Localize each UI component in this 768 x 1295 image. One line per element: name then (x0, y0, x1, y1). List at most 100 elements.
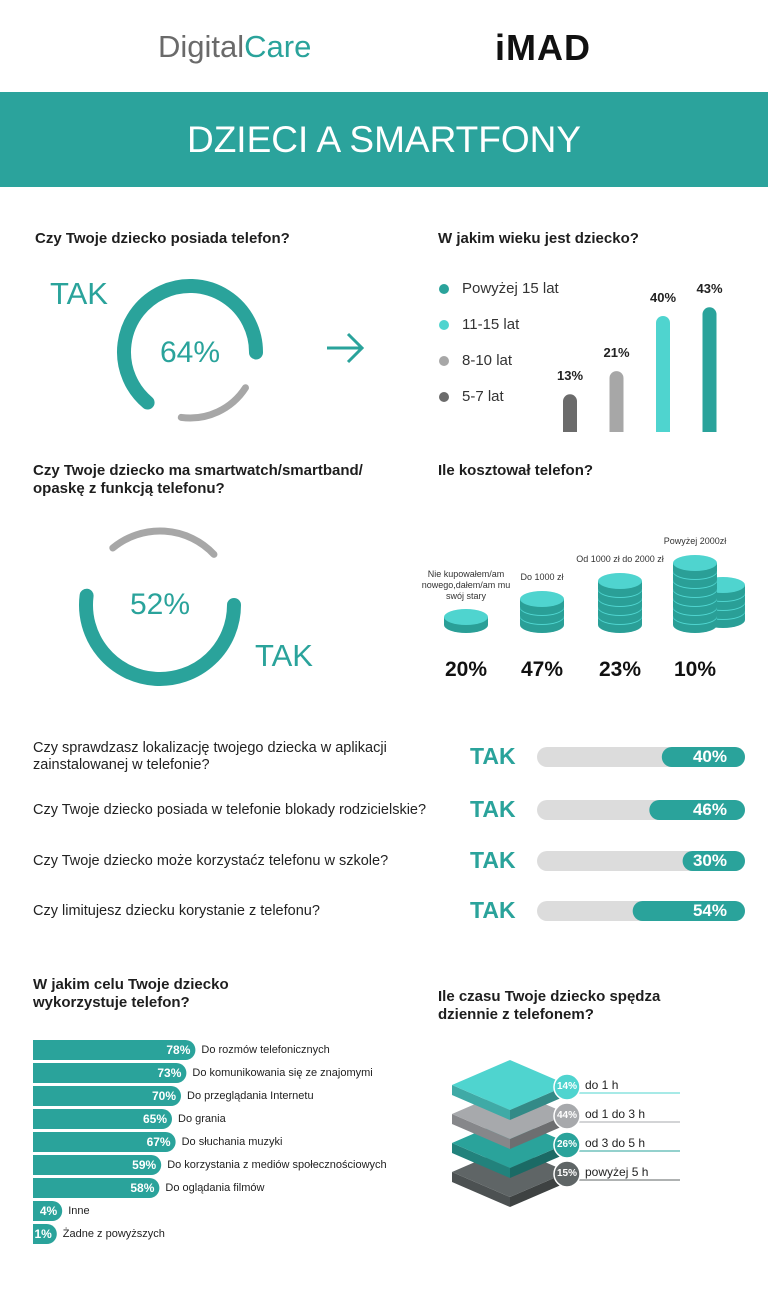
legend-label: 5-7 lat (462, 388, 504, 405)
bar (563, 394, 577, 432)
check-bar (649, 800, 745, 820)
question: W jakim celu Twoje dziecko wykorzystuje … (33, 976, 229, 1011)
time-dot (553, 1073, 581, 1101)
question: Ile czasu Twoje dziecko spędza dziennie … (438, 988, 661, 1023)
check-value: 30% (692, 851, 727, 870)
purpose-label: Do korzystania z mediów społecznościowyc… (167, 1159, 387, 1171)
check-answer: TAK (470, 897, 516, 923)
check-question: Czy Twoje dziecko posiada w telefonie bl… (33, 801, 427, 818)
time-value: 14% (556, 1081, 577, 1092)
legend-label: 11-15 lat (462, 316, 520, 333)
layer-side (452, 1143, 510, 1178)
check-answer: TAK (470, 847, 516, 873)
purpose-value: 78% (166, 1043, 191, 1057)
purpose-value: 67% (146, 1135, 171, 1149)
logo: DigitalCare (158, 28, 311, 65)
layer-side (510, 1143, 568, 1178)
layer-side (452, 1172, 510, 1207)
logo-part: Care (244, 29, 312, 64)
time-label: od 3 do 5 h (585, 1136, 646, 1150)
ring-arc (79, 588, 241, 686)
purpose-label: Do słuchania muzyki (181, 1136, 283, 1148)
purpose-bar (33, 1201, 63, 1221)
answer: TAK (255, 638, 313, 673)
check-answer: TAK (470, 796, 516, 822)
coin (598, 573, 642, 589)
purpose-bar (33, 1040, 196, 1060)
coin (520, 591, 564, 607)
layer-side (510, 1085, 568, 1120)
purpose-label: Inne (68, 1205, 90, 1217)
time-label: od 1 do 3 h (585, 1107, 646, 1121)
check-answer: TAK (470, 743, 516, 769)
layer-side (452, 1085, 510, 1120)
time-label: powyżej 5 h (585, 1165, 649, 1179)
time-dot (553, 1131, 581, 1159)
purpose-label: Do przeglądania Internetu (187, 1090, 314, 1102)
time-dot (553, 1102, 581, 1130)
logo-part: Digital (158, 29, 245, 64)
bar (609, 371, 624, 432)
check-value: 40% (692, 747, 727, 766)
purpose-bar (33, 1086, 181, 1106)
legend-dot (439, 356, 449, 366)
cost-label: Do 1000 zł (520, 572, 564, 582)
ring-rest (109, 527, 218, 558)
coin (673, 555, 717, 571)
purpose-bar (33, 1155, 162, 1175)
legend-label: 8-10 lat (462, 352, 513, 369)
time-label: do 1 h (585, 1078, 619, 1092)
check-value: 54% (692, 901, 727, 920)
purpose-bar (33, 1132, 176, 1152)
purpose-bar (33, 1063, 187, 1083)
purpose-value: 1% (34, 1227, 52, 1241)
check-question: Czy sprawdzasz lokalizację twojego dziec… (33, 739, 387, 773)
cost-label: Od 1000 zł do 2000 zł (576, 554, 664, 564)
answer: TAK (50, 276, 108, 311)
purpose-value: 58% (130, 1181, 155, 1195)
cost-value: 20% (444, 658, 488, 681)
purpose-bar (33, 1224, 57, 1244)
ring-label: 52% (129, 588, 191, 621)
purpose-value: 59% (132, 1158, 157, 1172)
time-value: 15% (556, 1168, 577, 1179)
cost-value: 10% (673, 658, 717, 681)
bar-label: 40% (649, 290, 677, 305)
cost-label: Powyżej 2000zł (663, 536, 727, 546)
time-value: 44% (556, 1110, 577, 1121)
check-question: Czy Twoje dziecko może korzystaćz telefo… (33, 852, 389, 869)
question: W jakim wieku jest dziecko? (438, 230, 639, 247)
ring-rest (177, 384, 249, 422)
time-value: 26% (556, 1139, 577, 1150)
question: Ile kosztował telefon? (438, 462, 594, 479)
legend-dot (439, 284, 449, 294)
layer-side (452, 1114, 510, 1149)
ring-label: 64% (159, 336, 221, 369)
purpose-label: Do oglądania filmów (165, 1182, 265, 1194)
check-question: Czy limitujesz dziecku korystanie z tele… (33, 902, 320, 919)
legend-label: Powyżej 15 lat (462, 280, 559, 297)
bar-label: 21% (603, 345, 630, 361)
page-title: DZIECI A SMARTFONY (186, 119, 582, 160)
cost-label: Nie kupowałem/am nowego,dałem/am mu swój… (421, 569, 511, 601)
bar (702, 307, 717, 432)
cost-value: 47% (520, 658, 564, 681)
legend-dot (439, 320, 449, 330)
check-value: 46% (692, 800, 727, 819)
purpose-bar (33, 1178, 160, 1198)
check-bar (682, 851, 745, 871)
question: Czy Twoje dziecko posiada telefon? (35, 230, 290, 247)
purpose-label: Do grania (178, 1113, 226, 1125)
purpose-label: Żadne z powyższych (62, 1228, 165, 1240)
legend-dot (439, 392, 449, 402)
ring-arc (117, 279, 263, 410)
arrow (327, 332, 365, 364)
time-dot (553, 1160, 581, 1188)
bar-label: 13% (556, 368, 584, 384)
check-bar (661, 747, 745, 767)
logo-imad: iMAD (495, 27, 591, 68)
question: Czy Twoje dziecko ma smartwatch/smartban… (33, 462, 363, 497)
layer-side (510, 1172, 568, 1207)
